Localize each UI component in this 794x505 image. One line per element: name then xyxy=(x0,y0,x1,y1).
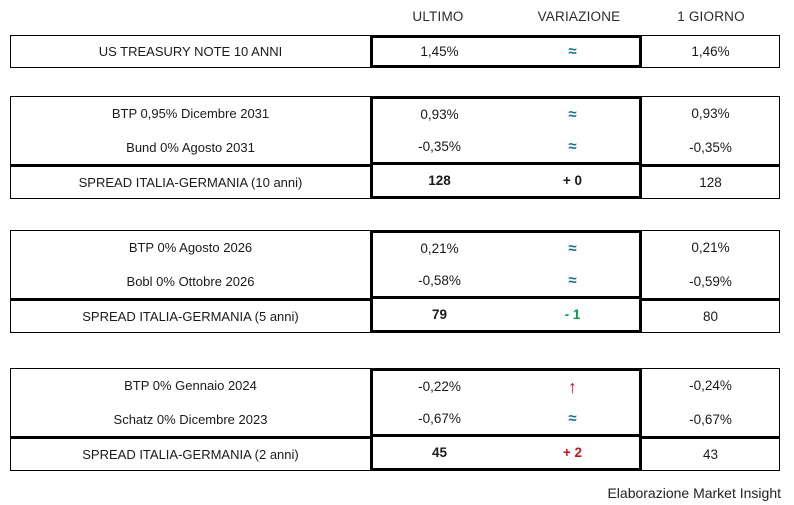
spread-giorno-value: 43 xyxy=(702,447,719,462)
variazione-approx-symbol: ≈ xyxy=(568,106,577,124)
spread-variazione-value: + 2 xyxy=(562,445,583,460)
block-2-anni: BTP 0% Gennaio 2024 Schatz 0% Dicembre 2… xyxy=(10,368,780,471)
giorno-value: 1,46% xyxy=(691,44,730,59)
giorno-value: -0,35% xyxy=(689,139,732,155)
row-label: Schatz 0% Dicembre 2023 xyxy=(113,411,268,427)
ultimo-value: -0,58% xyxy=(418,272,461,288)
giorno-column: 0,21% -0,59% 80 xyxy=(642,230,780,333)
block-5-anni: BTP 0% Agosto 2026 Bobl 0% Ottobre 2026 … xyxy=(10,230,780,333)
variazione-up-arrow-icon: ↑ xyxy=(568,376,577,397)
ultimo-value: 0,21% xyxy=(420,241,459,257)
spread-variazione-value: + 0 xyxy=(562,173,583,188)
column-header-variazione: VARIAZIONE xyxy=(537,9,621,24)
spread-ultimo-value: 128 xyxy=(428,173,451,188)
row-label: BTP 0% Gennaio 2024 xyxy=(124,378,257,394)
column-header-ultimo: ULTIMO xyxy=(412,9,464,24)
ultimo-value: -0,22% xyxy=(418,379,461,395)
column-header-1-giorno: 1 GIORNO xyxy=(677,9,745,24)
ultimo-value: 1,45% xyxy=(420,44,459,59)
block-10-anni: BTP 0,95% Dicembre 2031 Bund 0% Agosto 2… xyxy=(10,96,780,199)
spread-ultimo-value: 45 xyxy=(431,445,448,460)
spread-label: SPREAD ITALIA-GERMANIA (2 anni) xyxy=(82,447,299,462)
ultimo-variazione-box: 0,21% ≈ -0,58% ≈ 79 - 1 xyxy=(370,230,642,333)
row-label: Bobl 0% Ottobre 2026 xyxy=(126,273,255,289)
giorno-value: -0,24% xyxy=(689,378,732,394)
giorno-value: 0,93% xyxy=(691,106,730,122)
spread-ultimo-value: 79 xyxy=(431,307,448,322)
spread-label: SPREAD ITALIA-GERMANIA (10 anni) xyxy=(78,175,303,190)
row-label: Bund 0% Agosto 2031 xyxy=(126,139,255,155)
label-column: US TREASURY NOTE 10 ANNI xyxy=(10,35,370,68)
ultimo-value: -0,67% xyxy=(418,410,461,426)
spread-giorno-value: 80 xyxy=(702,309,719,324)
label-column: BTP 0% Gennaio 2024 Schatz 0% Dicembre 2… xyxy=(10,368,370,471)
block-us-treasury: US TREASURY NOTE 10 ANNI 1,45% ≈ 1,46% xyxy=(10,35,780,68)
row-label: BTP 0,95% Dicembre 2031 xyxy=(111,106,270,122)
giorno-column: -0,24% -0,67% 43 xyxy=(642,368,780,471)
ultimo-value: -0,35% xyxy=(418,138,461,154)
ultimo-variazione-box: -0,22% ↑ -0,67% ≈ 45 + 2 xyxy=(370,368,642,471)
column-headers: ULTIMO VARIAZIONE 1 GIORNO xyxy=(10,8,780,26)
variazione-approx-symbol: ≈ xyxy=(568,409,577,427)
giorno-column: 1,46% xyxy=(642,35,780,68)
giorno-value: -0,67% xyxy=(689,411,732,427)
row-label: US TREASURY NOTE 10 ANNI xyxy=(98,44,283,59)
giorno-column: 0,93% -0,35% 128 xyxy=(642,96,780,199)
giorno-value: 0,21% xyxy=(691,240,730,256)
ultimo-variazione-box: 0,93% ≈ -0,35% ≈ 128 + 0 xyxy=(370,96,642,199)
variazione-approx-symbol: ≈ xyxy=(568,271,577,289)
row-label: BTP 0% Agosto 2026 xyxy=(128,240,253,256)
label-column: BTP 0,95% Dicembre 2031 Bund 0% Agosto 2… xyxy=(10,96,370,199)
ultimo-variazione-box: 1,45% ≈ xyxy=(370,35,642,68)
variazione-approx-symbol: ≈ xyxy=(568,43,577,60)
variazione-approx-symbol: ≈ xyxy=(568,137,577,155)
spread-variazione-value: - 1 xyxy=(564,307,581,322)
giorno-value: -0,59% xyxy=(689,273,732,289)
ultimo-value: 0,93% xyxy=(420,107,459,123)
spread-label: SPREAD ITALIA-GERMANIA (5 anni) xyxy=(82,309,299,324)
label-column: BTP 0% Agosto 2026 Bobl 0% Ottobre 2026 … xyxy=(10,230,370,333)
spread-giorno-value: 128 xyxy=(699,175,722,190)
variazione-approx-symbol: ≈ xyxy=(568,240,577,258)
attribution-text: Elaborazione Market Insight xyxy=(607,485,781,501)
